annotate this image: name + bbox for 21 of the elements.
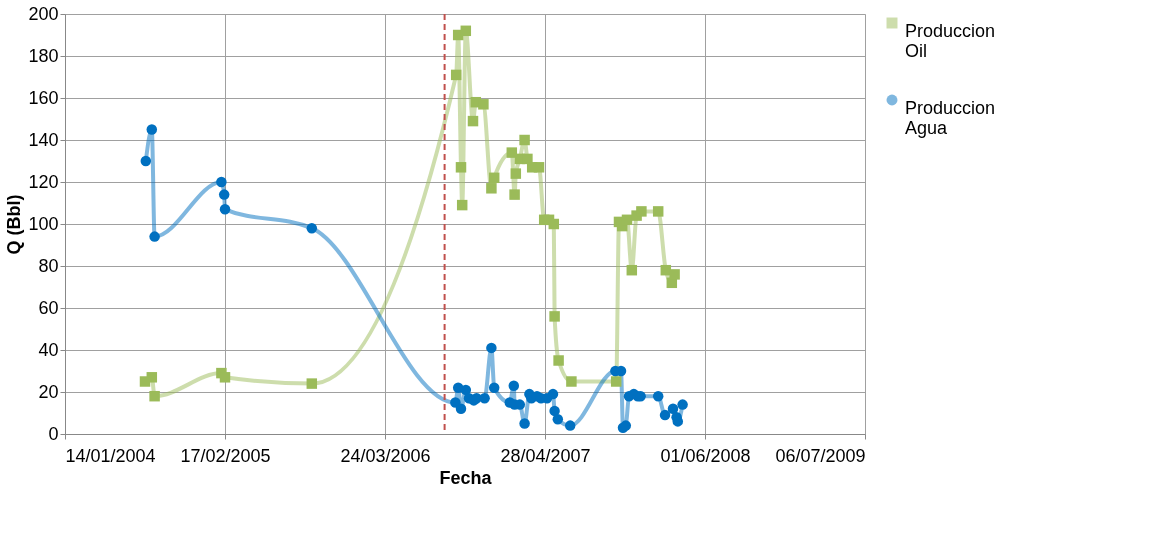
y-tick-label: 160 <box>28 87 59 108</box>
y-tick-label: 80 <box>38 255 59 276</box>
y-tick-label: 100 <box>28 213 59 234</box>
y-tick-label: 180 <box>28 45 59 66</box>
x-tick-label: 01/06/2008 <box>660 445 751 466</box>
y-tick-label: 0 <box>48 423 59 444</box>
y-tick-label: 60 <box>38 297 59 318</box>
y-tick-label: 120 <box>28 171 59 192</box>
x-tick-label: 24/03/2006 <box>340 445 431 466</box>
y-axis-title: Q (Bbl) <box>4 194 25 255</box>
legend-label: Produccion Oil <box>905 21 996 61</box>
x-tick-label: 17/02/2005 <box>180 445 271 466</box>
y-tick-label: 20 <box>38 381 59 402</box>
x-tick-label: 28/04/2007 <box>500 445 591 466</box>
y-tick-label: 200 <box>28 3 59 24</box>
x-axis-title: Fecha <box>439 467 493 488</box>
x-tick-label: 06/07/2009 <box>775 445 866 466</box>
y-tick-label: 40 <box>38 339 59 360</box>
y-tick-label: 140 <box>28 129 59 150</box>
x-tick-label: 14/01/2004 <box>65 445 156 466</box>
legend-label: Produccion Agua <box>905 98 996 138</box>
